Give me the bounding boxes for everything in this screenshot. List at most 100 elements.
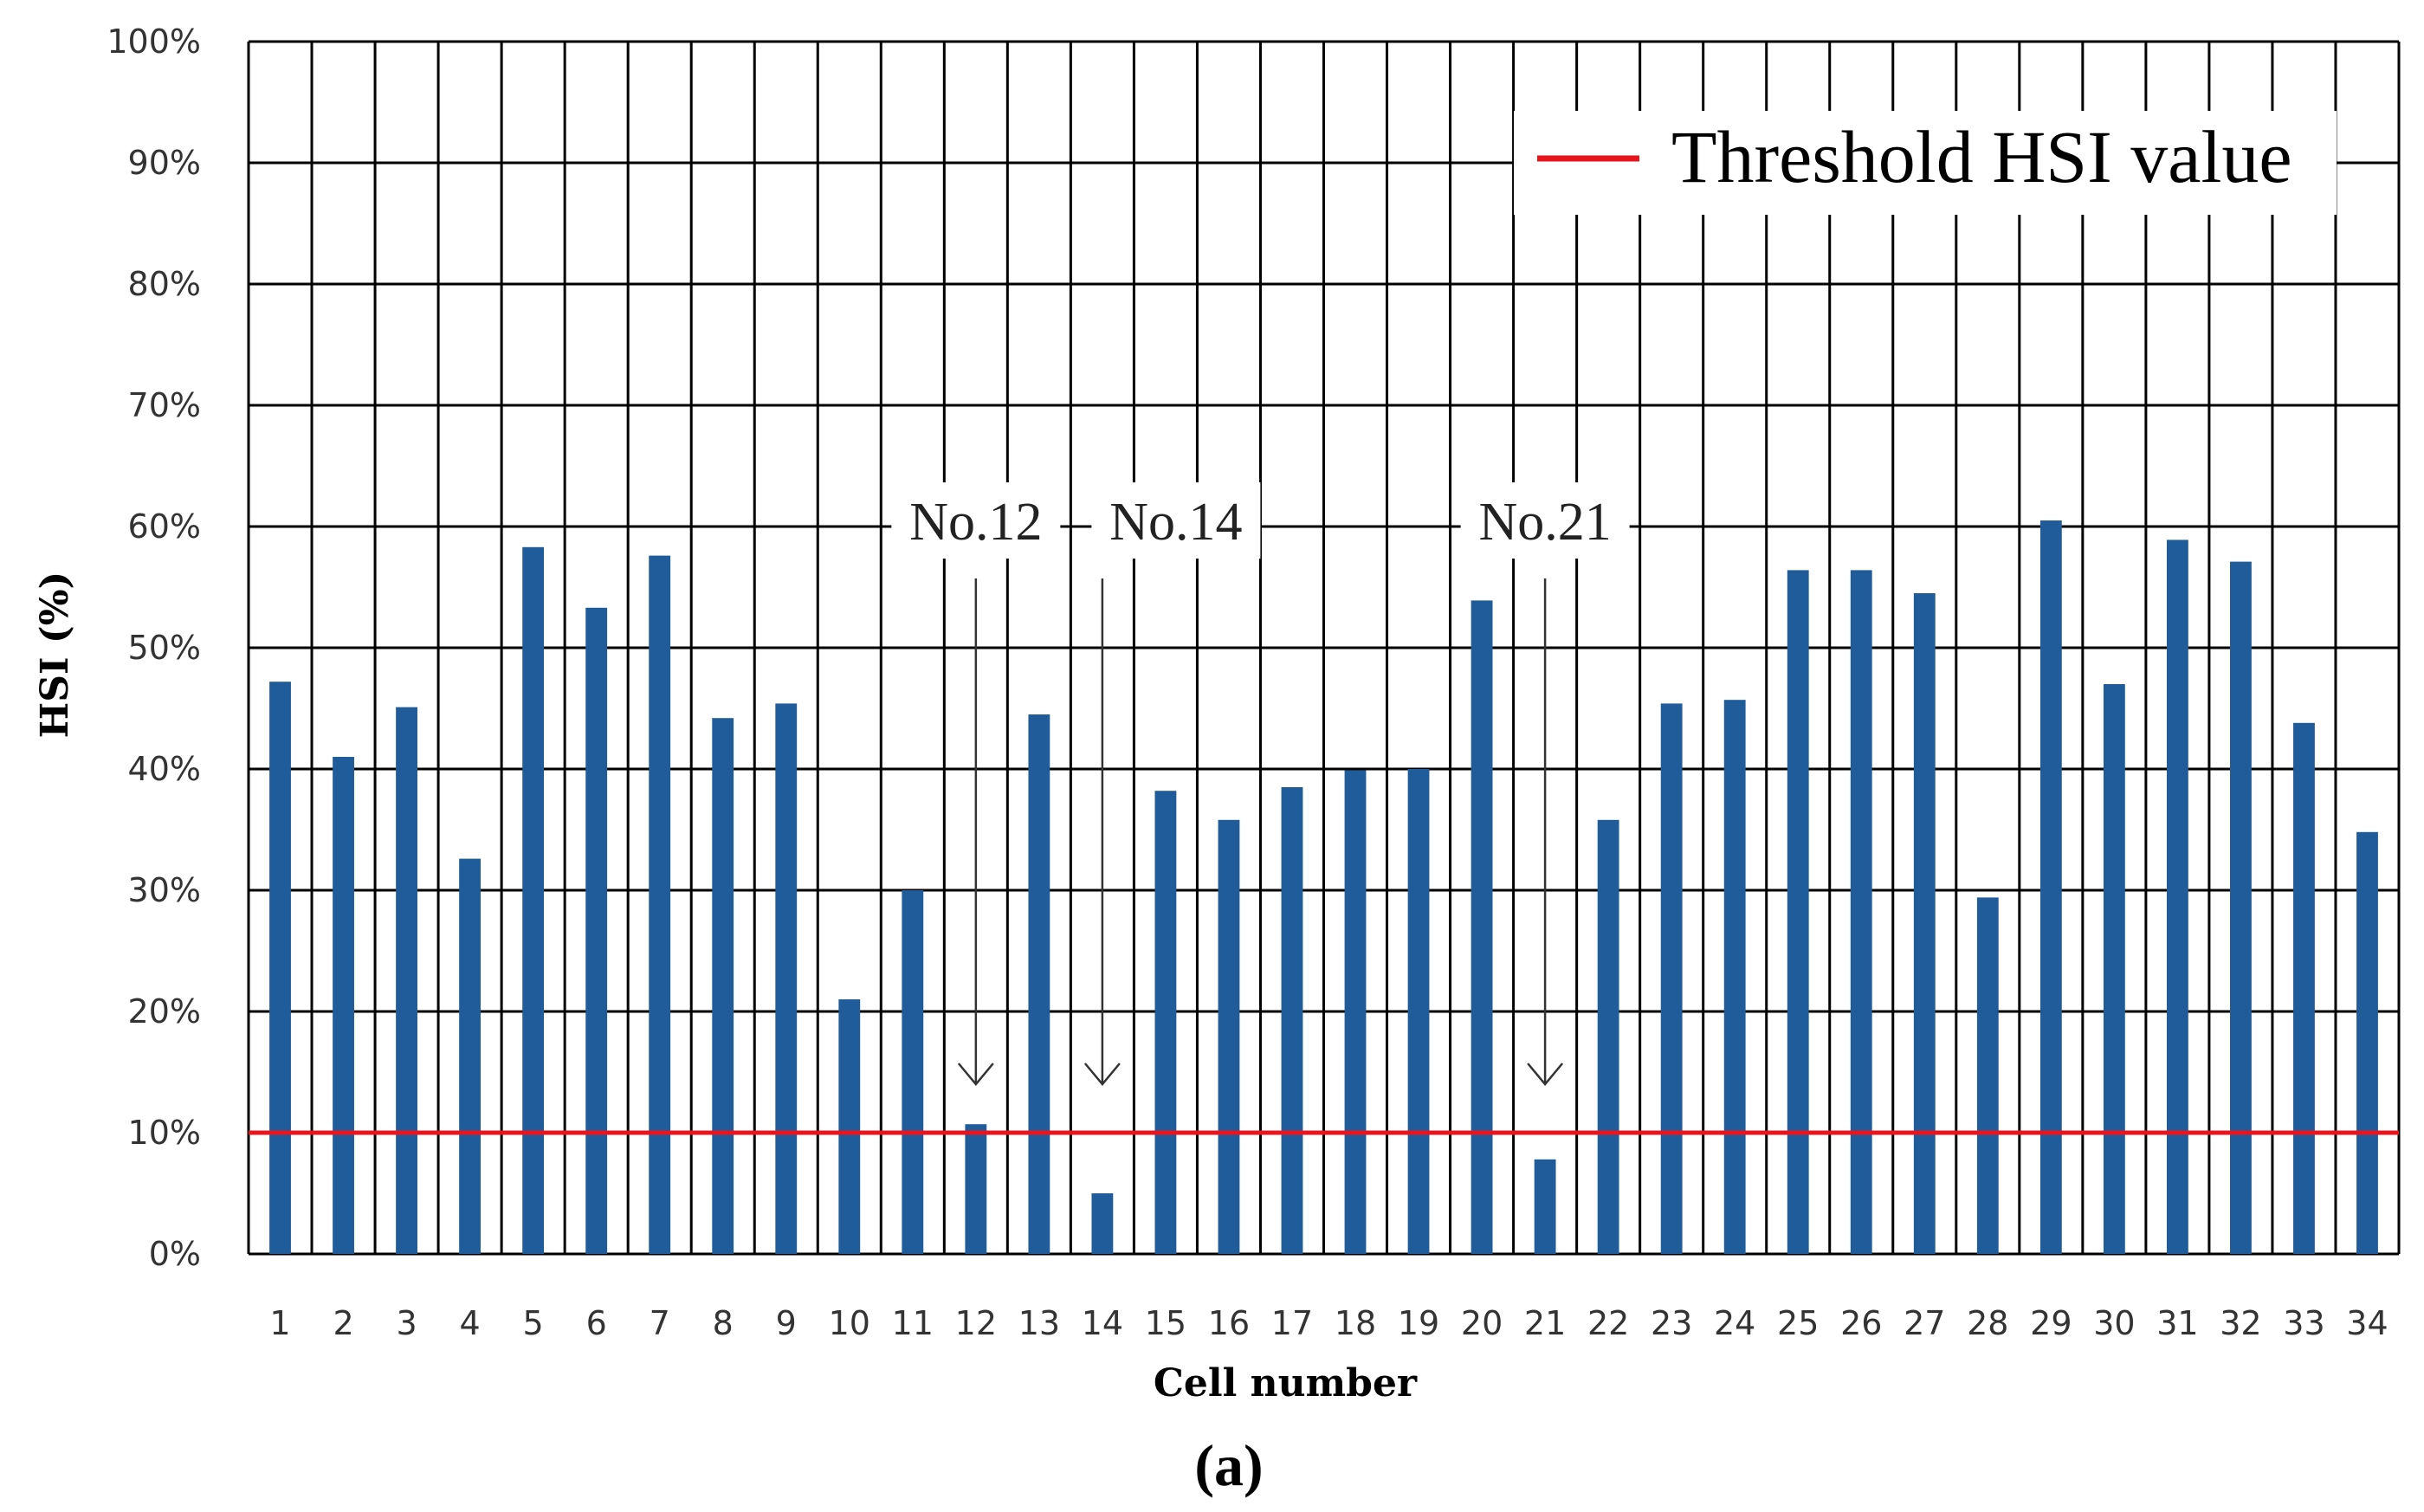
bar xyxy=(1407,769,1430,1254)
bar xyxy=(1154,791,1177,1254)
y-axis-ticks: 0% 10% 20% 30% 40% 50% 60% 70% 80% 90% 100% xyxy=(107,23,201,1273)
bar xyxy=(1471,600,1493,1254)
x-tick-label: 18 xyxy=(1335,1304,1376,1342)
y-tick-label: 70% xyxy=(128,386,201,424)
x-tick-label: 20 xyxy=(1461,1304,1503,1342)
x-tick-label: 21 xyxy=(1524,1304,1566,1342)
x-tick-label: 32 xyxy=(2220,1304,2261,1342)
annotation-label-box xyxy=(1091,482,1261,559)
x-tick-label: 28 xyxy=(1967,1304,2008,1342)
bar xyxy=(2103,684,2125,1254)
bar xyxy=(712,718,734,1254)
y-tick-label: 30% xyxy=(128,871,201,909)
bar xyxy=(775,703,798,1254)
bar xyxy=(1534,1159,1556,1254)
annotations: No.12 No.14 No.21 xyxy=(891,482,1630,1086)
annotation-arrow-head xyxy=(1083,1063,1121,1086)
y-tick-label: 20% xyxy=(128,992,201,1031)
x-tick-label: 1 xyxy=(269,1304,290,1342)
x-tick-label: 29 xyxy=(2030,1304,2072,1342)
x-axis-title: Cell number xyxy=(1154,1361,1418,1405)
y-tick-label: 100% xyxy=(107,23,201,61)
bar xyxy=(2166,540,2188,1254)
x-tick-label: 3 xyxy=(396,1304,417,1342)
x-tick-label: 30 xyxy=(2093,1304,2135,1342)
figure-caption: (a) xyxy=(1194,1432,1263,1498)
bar-series xyxy=(269,520,2378,1254)
x-tick-label: 15 xyxy=(1145,1304,1186,1342)
y-tick-label: 0% xyxy=(149,1235,201,1273)
x-tick-label: 16 xyxy=(1208,1304,1250,1342)
bar xyxy=(1344,770,1367,1254)
x-tick-label: 9 xyxy=(776,1304,797,1342)
x-tick-label: 12 xyxy=(955,1304,997,1342)
bar xyxy=(1976,897,1999,1254)
x-tick-label: 31 xyxy=(2156,1304,2198,1342)
x-tick-label: 14 xyxy=(1082,1304,1123,1342)
bar xyxy=(269,682,291,1254)
x-tick-label: 6 xyxy=(586,1304,607,1342)
x-tick-label: 26 xyxy=(1840,1304,1882,1342)
x-tick-label: 13 xyxy=(1018,1304,1060,1342)
bar xyxy=(1091,1193,1114,1254)
bar xyxy=(1850,570,1872,1254)
y-tick-label: 80% xyxy=(128,265,201,303)
x-tick-label: 4 xyxy=(460,1304,481,1342)
x-axis-ticks: 1 2 3 4 5 6 7 8 9 10 11 12 13 14 15 16 17 18 19 20 21 22 23 24 2… xyxy=(269,1304,2388,1342)
annotation-label: No.14 xyxy=(1109,493,1242,552)
bar xyxy=(1218,819,1240,1254)
annotation-arrow-head xyxy=(957,1063,994,1086)
y-tick-label: 40% xyxy=(128,750,201,788)
x-tick-label: 34 xyxy=(2346,1304,2388,1342)
x-tick-label: 5 xyxy=(523,1304,544,1342)
y-tick-label: 90% xyxy=(128,144,201,182)
bar xyxy=(1028,714,1050,1254)
x-tick-label: 17 xyxy=(1271,1304,1313,1342)
annotation-label: No.21 xyxy=(1478,493,1611,552)
bar xyxy=(522,546,545,1254)
bar xyxy=(1723,700,1746,1254)
x-tick-label: 33 xyxy=(2283,1304,2324,1342)
x-tick-label: 7 xyxy=(650,1304,670,1342)
bar xyxy=(965,1124,987,1254)
x-tick-label: 24 xyxy=(1714,1304,1755,1342)
bar xyxy=(459,858,482,1254)
bar xyxy=(838,999,861,1254)
legend-threshold-label: Threshold HSI value xyxy=(1671,115,2292,198)
y-axis-title: HSI (%) xyxy=(33,572,77,739)
annotation-arrow-head xyxy=(1527,1063,1564,1086)
y-tick-label: 60% xyxy=(128,507,201,546)
bar xyxy=(1660,703,1683,1254)
grid-lines xyxy=(247,40,2401,1256)
bar xyxy=(2293,722,2315,1254)
x-tick-label: 27 xyxy=(1904,1304,1945,1342)
bar xyxy=(902,890,924,1254)
bar xyxy=(1597,819,1619,1254)
x-tick-label: 25 xyxy=(1777,1304,1819,1342)
bar xyxy=(2356,831,2378,1254)
annotation-label-box xyxy=(1460,482,1630,559)
annotation-label-box xyxy=(891,482,1061,559)
x-tick-label: 11 xyxy=(892,1304,934,1342)
x-tick-label: 2 xyxy=(333,1304,353,1342)
y-tick-label: 50% xyxy=(128,629,201,667)
bar xyxy=(1787,570,1809,1254)
bar xyxy=(1913,593,1936,1254)
bar xyxy=(2230,561,2252,1254)
x-tick-label: 19 xyxy=(1398,1304,1439,1342)
bar xyxy=(2039,520,2062,1254)
legend: Threshold HSI value xyxy=(1514,111,2337,215)
bar xyxy=(649,555,671,1254)
x-tick-label: 10 xyxy=(829,1304,870,1342)
y-tick-label: 10% xyxy=(128,1114,201,1152)
bar xyxy=(396,707,417,1254)
x-tick-label: 8 xyxy=(713,1304,734,1342)
legend-background xyxy=(1514,111,2337,215)
annotation-label: No.12 xyxy=(909,493,1042,552)
bar xyxy=(585,607,608,1254)
x-tick-label: 22 xyxy=(1587,1304,1629,1342)
bar xyxy=(333,757,354,1254)
bar xyxy=(1281,787,1303,1254)
x-tick-label: 23 xyxy=(1651,1304,1692,1342)
